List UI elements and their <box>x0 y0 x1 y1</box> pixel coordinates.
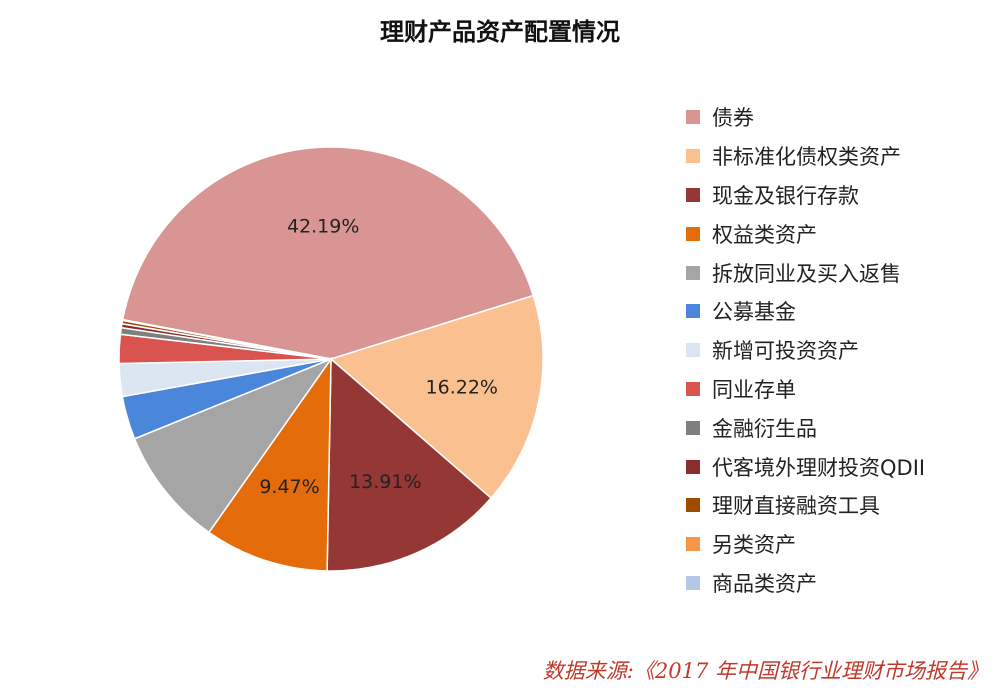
legend-label: 代客境外理财投资QDII <box>712 455 926 480</box>
legend-label: 理财直接融资工具 <box>712 494 880 519</box>
legend-label: 同业存单 <box>712 377 796 402</box>
pie-slice-1 <box>329 294 544 500</box>
legend-swatch <box>686 304 700 319</box>
legend-item: 拆放同业及买入返售 <box>686 253 925 292</box>
legend-swatch <box>686 420 700 435</box>
legend-item: 同业存单 <box>686 370 925 409</box>
legend-swatch <box>686 537 700 552</box>
legend-item: 新增可投资资产 <box>686 331 925 370</box>
slice-label-3: 9.47% <box>259 476 319 498</box>
legend-label: 金融衍生品 <box>712 416 817 441</box>
pie-slice-3 <box>207 356 332 572</box>
legend-swatch <box>686 187 700 202</box>
legend-label: 另类资产 <box>712 533 796 558</box>
legend-label: 权益类资产 <box>712 222 817 247</box>
legend-swatch <box>686 343 700 358</box>
legend-swatch <box>686 226 700 241</box>
legend-swatch <box>686 265 700 280</box>
legend-item: 代客境外理财投资QDII <box>686 447 925 486</box>
legend-label: 公募基金 <box>712 300 796 325</box>
legend-swatch <box>686 498 700 513</box>
legend-item: 债券 <box>686 98 925 137</box>
legend-label: 商品类资产 <box>712 571 817 596</box>
legend-label: 拆放同业及买入返售 <box>712 261 901 286</box>
legend-swatch <box>686 575 700 590</box>
legend-item: 商品类资产 <box>686 564 925 603</box>
legend-item: 权益类资产 <box>686 214 925 253</box>
pie-slice-4 <box>133 357 334 534</box>
pie-slice-12 <box>121 318 332 360</box>
pie-slice-2 <box>326 357 493 572</box>
legend: 债券非标准化债权类资产 现金及银行存款 权益类资产拆放同业及买入返售 公募基金新增可投… <box>686 98 925 602</box>
slice-label-0: 42.19% <box>287 216 359 238</box>
legend-item: 公募基金 <box>686 292 925 331</box>
pie-slice-0 <box>121 146 535 360</box>
legend-item: 理财直接融资工具 <box>686 486 925 525</box>
legend-swatch <box>686 459 700 474</box>
legend-swatch <box>686 110 700 125</box>
legend-item: 另类资产 <box>686 525 925 564</box>
pie-chart: 42.19% 16.22% 13.91% 9.47% <box>118 146 544 572</box>
slice-label-1: 16.22% <box>426 376 498 398</box>
legend-label: 现金及银行存款 <box>712 183 859 208</box>
legend-item: 金融衍生品 <box>686 408 925 447</box>
slice-label-2: 13.91% <box>349 471 421 493</box>
legend-label: 债券 <box>712 106 754 131</box>
legend-swatch <box>686 149 700 164</box>
legend-item: 非标准化债权类资产 <box>686 137 925 176</box>
chart-title: 理财产品资产配置情况 <box>380 18 620 46</box>
legend-swatch <box>686 381 700 396</box>
legend-item: 现金及银行存款 <box>686 176 925 215</box>
legend-label: 非标准化债权类资产 <box>712 145 901 170</box>
source-note: 数据来源:《2017 年中国银行业理财市场报告》 <box>542 659 988 683</box>
legend-label: 新增可投资资产 <box>712 339 859 364</box>
